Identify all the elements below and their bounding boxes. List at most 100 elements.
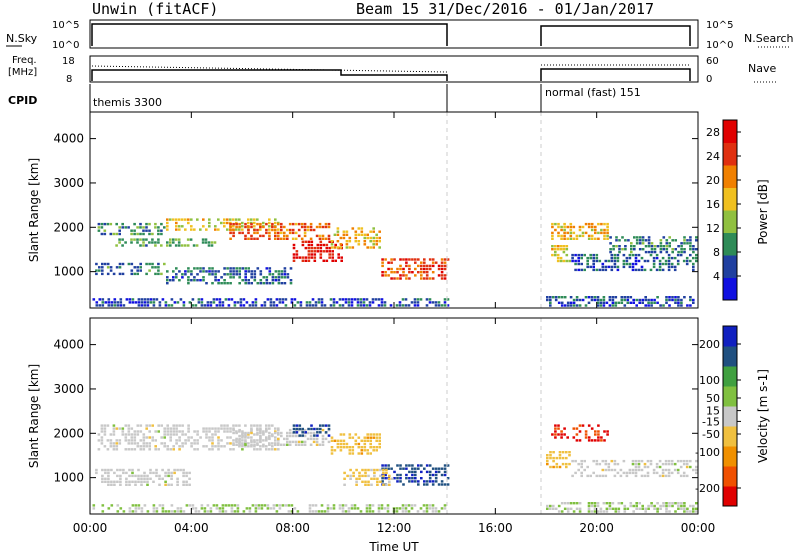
power-cell	[292, 259, 296, 262]
power-cell	[590, 234, 594, 238]
velocity-cell	[399, 464, 402, 467]
power-cell	[609, 250, 612, 254]
velocity-cell	[332, 504, 336, 507]
velocity-cell	[608, 504, 612, 508]
power-cell	[692, 245, 695, 248]
power-cell	[119, 301, 123, 304]
power-cell	[205, 270, 208, 273]
power-cell	[626, 301, 630, 304]
power-cell	[653, 245, 657, 248]
power-cell	[293, 298, 297, 301]
power-cell	[661, 268, 665, 272]
power-cell	[148, 222, 151, 226]
power-cell	[175, 276, 178, 279]
velocity-cell	[164, 480, 167, 483]
power-cell	[612, 248, 615, 251]
velocity-cell	[151, 439, 154, 442]
velocity-cell	[260, 507, 264, 510]
power-cell	[345, 243, 349, 246]
velocity-cell	[158, 504, 162, 507]
power-cell	[616, 259, 620, 263]
power-cell	[307, 253, 311, 256]
colorbar-tick-label: 4	[713, 270, 720, 283]
velocity-cell	[241, 431, 244, 435]
velocity-cell	[206, 510, 210, 513]
velocity-cell	[358, 471, 361, 475]
power-cell	[667, 253, 671, 257]
velocity-cell	[181, 445, 184, 448]
velocity-cell	[115, 439, 119, 442]
power-cell	[402, 267, 405, 271]
power-cell	[232, 273, 235, 276]
power-cell	[608, 296, 612, 299]
velocity-cell	[306, 437, 310, 441]
power-cell	[611, 304, 615, 307]
power-cell	[649, 253, 653, 257]
power-cell	[611, 301, 615, 304]
power-cell	[115, 244, 118, 247]
velocity-cell	[665, 507, 668, 510]
power-cell	[301, 256, 305, 259]
velocity-cell	[689, 504, 692, 508]
power-cell	[685, 259, 689, 263]
velocity-cell	[584, 436, 588, 439]
power-cell	[650, 301, 653, 304]
power-cell	[685, 262, 689, 266]
power-cell	[121, 244, 124, 247]
velocity-cell	[388, 474, 391, 478]
velocity-cell	[312, 437, 316, 441]
power-xaxis	[89, 112, 699, 308]
velocity-cell	[164, 471, 167, 475]
power-cell	[181, 225, 184, 228]
velocity-cell	[617, 510, 621, 513]
power-cell	[256, 218, 259, 221]
velocity-cell	[118, 439, 122, 442]
velocity-cell	[113, 480, 116, 483]
velocity-cell	[221, 504, 225, 507]
velocity-cell	[416, 510, 420, 513]
power-cell	[594, 228, 597, 232]
velocity-cell	[229, 427, 232, 430]
power-cell	[187, 267, 190, 270]
velocity-cell	[341, 504, 345, 507]
power-cell	[589, 253, 592, 257]
velocity-cell	[101, 510, 105, 513]
power-cell	[139, 266, 142, 269]
power-cell	[136, 266, 139, 269]
velocity-cell	[425, 483, 429, 486]
velocity-cell	[268, 424, 271, 427]
power-cell	[110, 304, 114, 307]
power-cell	[173, 301, 177, 304]
power-cell	[109, 232, 113, 236]
velocity-cell	[667, 459, 671, 463]
velocity-cell	[268, 436, 271, 439]
velocity-cell	[554, 433, 557, 436]
power-cell	[405, 274, 408, 277]
velocity-cell	[300, 440, 304, 444]
power-cell	[369, 230, 372, 233]
velocity-cell	[217, 448, 220, 451]
velocity-cell	[599, 507, 603, 510]
nsearch-tick-top: 10^5	[706, 20, 733, 31]
power-cell	[310, 243, 314, 247]
power-cell	[157, 269, 160, 272]
velocity-cell	[205, 430, 208, 433]
power-cell	[136, 272, 139, 276]
power-cell	[425, 298, 429, 301]
velocity-cell	[640, 468, 644, 472]
power-cell	[362, 298, 366, 301]
velocity-cell	[604, 459, 608, 463]
velocity-cell	[641, 504, 644, 508]
power-cell	[638, 242, 642, 245]
velocity-cell	[369, 446, 372, 449]
velocity-cell	[104, 468, 107, 472]
power-cell	[559, 259, 563, 263]
power-cell	[328, 246, 331, 250]
velocity-cell	[268, 448, 271, 451]
nsky-panel: N.Sky 10^5 10^0 10^5 10^0 N.Search	[6, 19, 794, 51]
power-cell	[253, 273, 257, 276]
power-cell	[226, 267, 229, 270]
velocity-cell	[172, 445, 175, 448]
power-cell	[437, 264, 441, 268]
velocity-cell	[253, 424, 256, 427]
